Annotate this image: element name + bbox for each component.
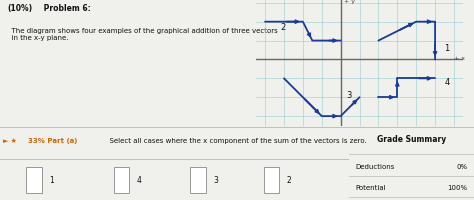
Text: 4: 4 [445, 78, 450, 87]
Text: 1: 1 [49, 175, 54, 184]
Bar [264, 167, 279, 193]
Text: 100%: 100% [447, 184, 468, 190]
Text: 2: 2 [286, 175, 291, 184]
Text: + y: + y [345, 0, 356, 4]
Text: 33% Part (a): 33% Part (a) [28, 137, 77, 143]
Text: ► ★: ► ★ [3, 137, 18, 143]
Text: The diagram shows four examples of the graphical addition of three vectors
  in : The diagram shows four examples of the g… [7, 28, 278, 41]
Text: Grade Summary: Grade Summary [377, 135, 446, 144]
Text: (10%): (10%) [7, 4, 32, 13]
Text: 1: 1 [445, 44, 450, 53]
Bar [191, 167, 206, 193]
Bar [113, 167, 129, 193]
Text: Problem 6:: Problem 6: [41, 4, 91, 13]
Text: 2: 2 [280, 23, 285, 32]
Text: 0%: 0% [456, 163, 468, 169]
Text: 3: 3 [346, 91, 352, 100]
Text: Deductions: Deductions [356, 163, 395, 169]
Text: 3: 3 [213, 175, 218, 184]
Text: + x: + x [454, 56, 465, 61]
Text: Select all cases where the x component of the sum of the vectors is zero.: Select all cases where the x component o… [105, 137, 366, 143]
Text: 4: 4 [136, 175, 141, 184]
Text: Potential: Potential [356, 184, 386, 190]
Bar [26, 167, 42, 193]
